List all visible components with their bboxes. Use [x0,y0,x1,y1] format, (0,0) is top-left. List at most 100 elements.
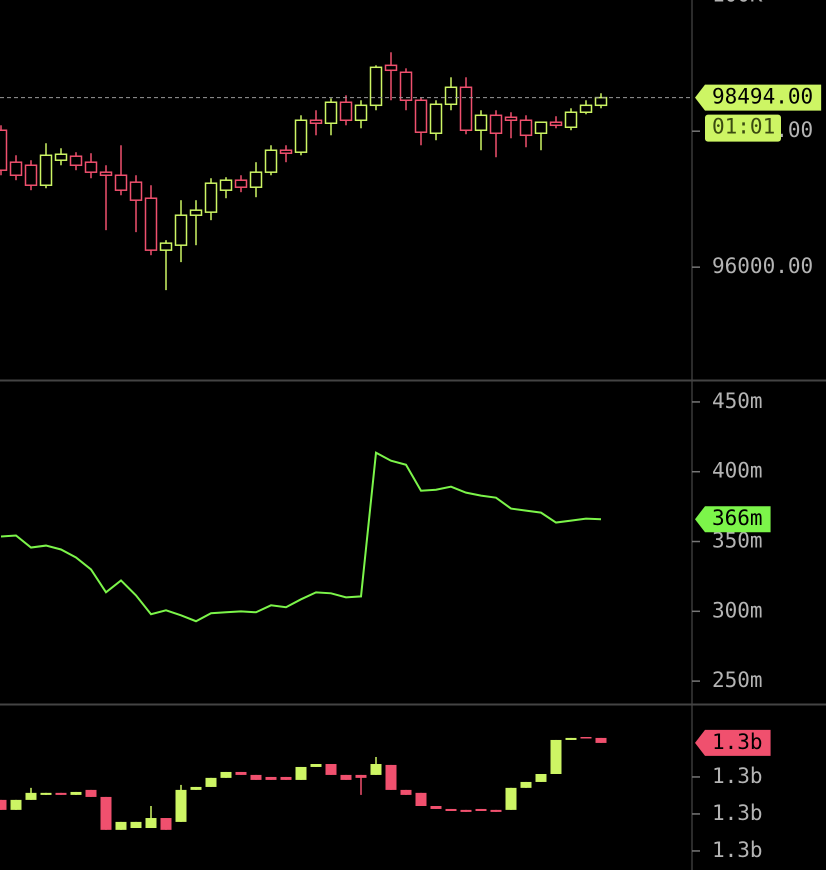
candle-body [189,209,203,216]
candle-body [504,116,518,122]
y-tick-label: 96000.00 [712,254,813,278]
candle-body [579,104,593,113]
candle-body [385,764,397,790]
candle-body [24,164,38,186]
last-value-tag: 98494.00 [695,84,822,111]
y-tick-label: 100K [712,0,763,6]
candle-body [279,149,293,154]
candle-body [430,805,442,809]
candle-body [144,197,158,251]
y-tick-label: 300m [712,598,763,622]
y-tick-label: 350m [712,529,763,553]
candle-body [565,737,577,740]
candle-body [55,792,67,795]
y-tick-label: 400m [712,459,763,483]
candle-body [550,739,562,774]
candle-body [99,171,113,176]
candle-body [580,737,592,739]
candle-body [235,771,247,775]
candle-body [129,181,143,201]
candle-body [70,791,82,795]
candle-body [520,781,532,788]
candle-body [0,129,8,171]
candle-body [369,66,383,107]
candle-body [519,119,533,137]
candle-body [39,154,53,186]
candle-body [0,799,7,810]
candle-body [384,64,398,72]
last-value-label: 366m [712,506,763,530]
candle-body [204,182,218,213]
candle-body [145,818,157,829]
candle-body [490,809,502,812]
last-value-label: 1.3b [712,730,763,754]
candle-body [414,99,428,133]
candle-body [69,155,83,167]
candle-body [475,808,487,811]
candle-body [205,777,217,787]
candle-body [309,119,323,124]
candle-body [489,114,503,134]
candle-body [159,242,173,251]
candle-body [355,774,367,778]
candle-body [505,787,517,810]
candle-body [160,818,172,830]
indicator-line [0,451,602,623]
candle-body [399,71,413,102]
candle-body [10,799,22,810]
candle-body [564,111,578,129]
candle-body [265,776,277,780]
candle-body [444,86,458,106]
candle-body [310,764,322,767]
candle-body [534,121,548,134]
candle-body [100,796,112,830]
candle-body [370,764,382,775]
last-value-tag: 366m [695,506,771,533]
candle-body [220,771,232,778]
candle-body [40,792,52,795]
candle-body [175,789,187,822]
candle-body [114,174,128,191]
last-value-label: 98494.00 [712,85,813,109]
y-tick-label: 450m [712,389,763,413]
candle-body [595,737,607,743]
candle-body [339,101,353,122]
candle-body [249,171,263,188]
candle-body [84,161,98,173]
candle-body [219,179,233,191]
candle-body [549,121,563,127]
candle-body [400,789,412,795]
candle-body [340,774,352,780]
last-value-tag: 1.3b [695,729,771,756]
candle-body [429,103,443,134]
tag-shape [695,506,771,533]
candle-body [324,101,338,124]
candle-body [460,809,472,812]
candle-body [280,776,292,780]
candle-body [190,786,202,790]
candle-body [250,774,262,780]
candle-body [354,104,368,122]
y-tick-label: 250m [712,668,763,692]
candle-body [294,119,308,153]
y-tick-label: 1.3b [712,838,763,862]
candle-body [174,214,188,246]
candle-body [594,96,608,107]
candle-body [295,766,307,780]
candle-body [474,114,488,131]
candle-body [234,179,248,188]
candle-body [535,773,547,782]
candle-body [9,161,23,176]
y-tick-label: 1.3b [712,764,763,788]
y-tick-label: 1.3b [712,801,763,825]
candle-body [459,86,473,131]
candle-body [85,789,97,797]
candle-body [445,808,457,811]
countdown: 01:01 [712,115,775,139]
candle-body [54,153,68,161]
candle-body [115,821,127,830]
candle-body [415,792,427,806]
